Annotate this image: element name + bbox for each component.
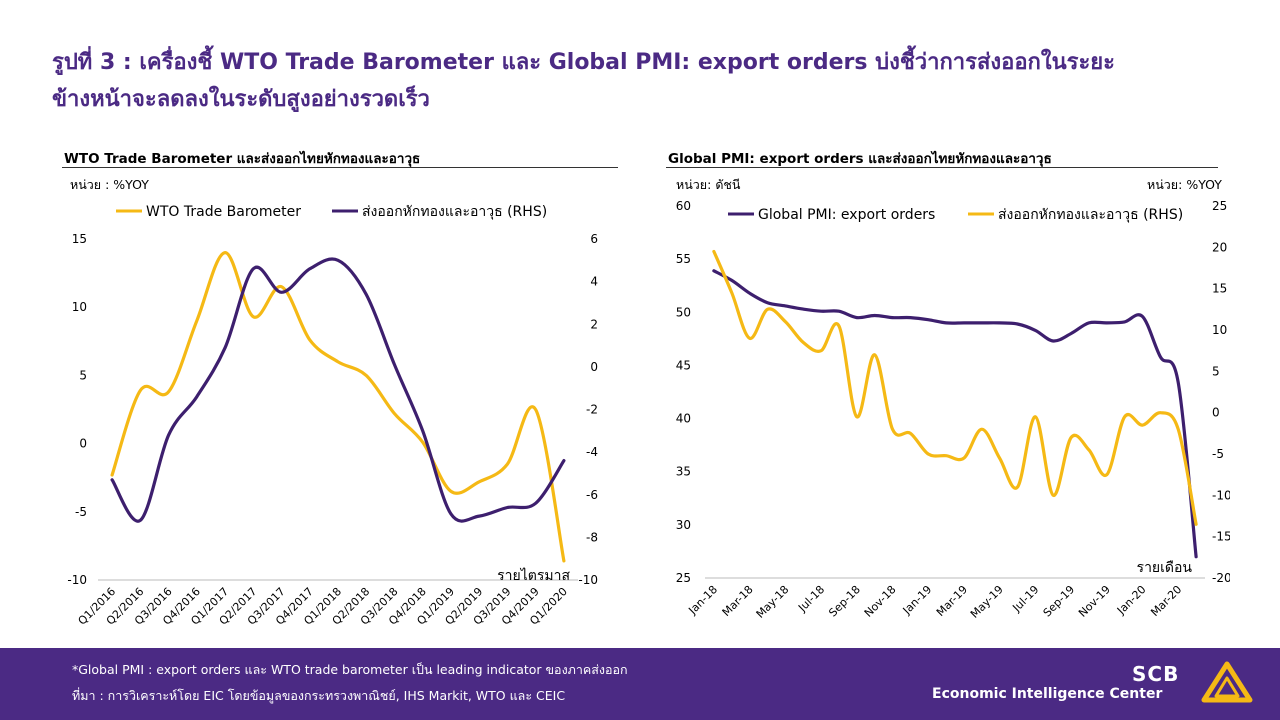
- x-tick-label: Jan-19: [900, 583, 935, 618]
- y-tick-right: -15: [1212, 530, 1230, 544]
- y-tick-right: 2: [590, 317, 598, 331]
- y-tick-left: -10: [67, 573, 87, 587]
- x-tick-label: Jan-18: [685, 583, 720, 618]
- y-tick-right: -6: [586, 488, 598, 502]
- legend-label-1: WTO Trade Barometer: [146, 204, 301, 220]
- right-title-rule: [666, 167, 1218, 168]
- x-tick-label: Jul-19: [1009, 583, 1041, 615]
- y-tick-right: 4: [590, 275, 598, 289]
- x-tick-label: May-18: [754, 583, 792, 621]
- footer-note: *Global PMI : export orders และ WTO trad…: [72, 662, 628, 677]
- y-tick-left: 55: [676, 252, 691, 266]
- right-chart-title: Global PMI: export orders และส่งออกไทยหั…: [668, 151, 1052, 167]
- y-tick-left: 50: [676, 305, 691, 319]
- y-tick-right: -10: [578, 573, 598, 587]
- title-line-2: ข้างหน้าจะลดลงในระดับสูงอย่างรวดเร็ว: [52, 87, 430, 112]
- y-tick-right: -10: [1212, 488, 1230, 502]
- frequency-label: รายเดือน: [1137, 560, 1193, 576]
- x-tick-label: Nov-18: [862, 583, 899, 620]
- y-tick-right: 15: [1212, 282, 1227, 296]
- right-chart: 2530354045505560-20-15-10-50510152025Jan…: [676, 199, 1230, 621]
- legend-label-1: Global PMI: export orders: [758, 207, 935, 223]
- x-tick-label: Sep-19: [1041, 583, 1078, 620]
- x-tick-label: Sep-18: [826, 583, 863, 620]
- brand-subtitle: Economic Intelligence Center: [932, 686, 1163, 702]
- frequency-label: รายไตรมาส: [497, 567, 570, 584]
- series-line-1: [110, 251, 566, 563]
- y-tick-right: 0: [1212, 406, 1220, 420]
- y-tick-left: 45: [676, 358, 691, 372]
- y-tick-left: 30: [676, 518, 691, 532]
- y-tick-right: -2: [586, 403, 598, 417]
- y-tick-left: 35: [676, 465, 691, 479]
- x-tick-label: Jul-18: [795, 583, 827, 615]
- y-tick-right: -5: [1212, 447, 1224, 461]
- x-tick-label: Nov-19: [1076, 583, 1113, 620]
- y-tick-left: -5: [75, 505, 87, 519]
- legend-label-2: ส่งออกหักทองและอาวุธ (RHS): [998, 207, 1183, 223]
- title-line-1: รูปที่ 3 : เครื่องชี้ WTO Trade Baromete…: [52, 50, 1115, 75]
- x-tick-label: May-19: [968, 583, 1006, 621]
- footer-source: ที่มา : การวิเคราะห์โดย EIC โดยข้อมูลของ…: [72, 688, 566, 703]
- y-tick-right: 25: [1212, 199, 1227, 213]
- y-tick-left: 15: [72, 232, 87, 246]
- left-chart-title: WTO Trade Barometer และส่งออกไทยหักทองแล…: [64, 151, 421, 167]
- right-unit-right: หน่วย: %YOY: [1147, 177, 1222, 192]
- footer-bar: *Global PMI : export orders และ WTO trad…: [0, 648, 1280, 720]
- y-tick-right: 0: [590, 360, 598, 374]
- y-tick-right: 20: [1212, 240, 1227, 254]
- x-tick-label: Jan-20: [1114, 583, 1149, 618]
- left-unit-label: หน่วย : %YOY: [70, 177, 149, 192]
- y-tick-right: -4: [586, 445, 598, 459]
- brand-logo-text: SCB: [1132, 662, 1180, 686]
- y-tick-left: 5: [79, 368, 87, 382]
- x-tick-label: Mar-19: [934, 583, 970, 619]
- x-tick-label: Mar-20: [1148, 583, 1184, 619]
- series-line-2: [110, 257, 566, 523]
- y-tick-left: 25: [676, 571, 691, 585]
- y-tick-right: -20: [1212, 571, 1230, 585]
- y-tick-left: 0: [79, 437, 87, 451]
- y-tick-right: 10: [1212, 323, 1227, 337]
- scb-emblem-icon: [1201, 661, 1253, 703]
- series-line-1: [712, 269, 1198, 559]
- left-title-rule: [62, 167, 618, 168]
- left-chart: -10-5051015-10-8-6-4-20246Q1/2016Q2/2016…: [67, 204, 598, 628]
- y-tick-right: 5: [1212, 364, 1220, 378]
- y-tick-right: 6: [590, 232, 598, 246]
- y-tick-left: 10: [72, 300, 87, 314]
- legend-label-2: ส่งออกหักทองและอาวุธ (RHS): [362, 204, 547, 220]
- y-tick-right: -8: [586, 530, 598, 544]
- right-unit-left: หน่วย: ดัชนี: [676, 177, 741, 192]
- y-tick-left: 60: [676, 199, 691, 213]
- x-tick-label: Mar-18: [720, 583, 756, 619]
- series-line-2: [712, 249, 1198, 526]
- y-tick-left: 40: [676, 412, 691, 426]
- page-title: รูปที่ 3 : เครื่องชี้ WTO Trade Baromete…: [52, 44, 1242, 118]
